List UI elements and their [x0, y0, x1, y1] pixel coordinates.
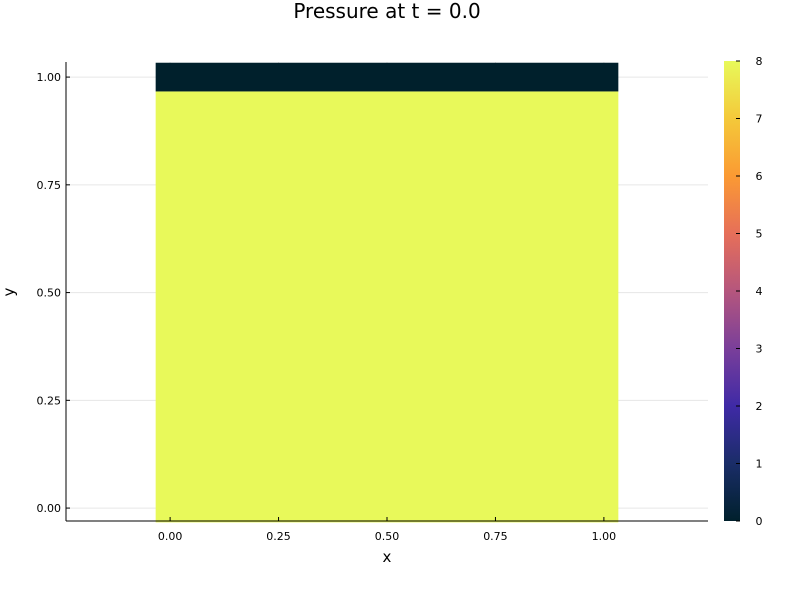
y-axis-label: y	[0, 287, 18, 296]
y-tick-label: 0.75	[37, 179, 62, 192]
x-axis-label: x	[383, 548, 392, 566]
colorbar-tick-label: 6	[756, 170, 763, 183]
heatmap-cell	[155, 62, 619, 92]
x-tick-label: 0.50	[375, 530, 400, 543]
x-tick-label: 0.25	[266, 530, 291, 543]
y-axis-ticks: 0.00 0.25 0.50 0.75 1.00	[37, 71, 70, 515]
colorbar-tick-label: 0	[756, 515, 763, 528]
colorbar: 0 1 2 3 4 5 6 7 8	[724, 55, 763, 528]
colorbar-tick-label: 4	[756, 285, 763, 298]
heatmap-cell	[155, 91, 619, 523]
colorbar-tick-label: 1	[756, 458, 763, 471]
x-axis-ticks: 0.00 0.25 0.50 0.75 1.00	[158, 517, 616, 543]
colorbar-tick-label: 8	[756, 55, 763, 68]
y-tick-label: 0.50	[37, 287, 62, 300]
chart-title: Pressure at t = 0.0	[293, 0, 480, 23]
x-tick-label: 1.00	[592, 530, 617, 543]
colorbar-tick-label: 7	[756, 113, 763, 126]
y-tick-label: 0.25	[37, 394, 62, 407]
colorbar-tick-label: 3	[756, 343, 763, 356]
colorbar-tick-label: 2	[756, 400, 763, 413]
y-tick-label: 0.00	[37, 502, 62, 515]
y-tick-label: 1.00	[37, 71, 62, 84]
heatmap-cells	[155, 62, 619, 523]
x-tick-label: 0.75	[483, 530, 508, 543]
x-tick-label: 0.00	[158, 530, 183, 543]
colorbar-tick-label: 5	[756, 228, 763, 241]
